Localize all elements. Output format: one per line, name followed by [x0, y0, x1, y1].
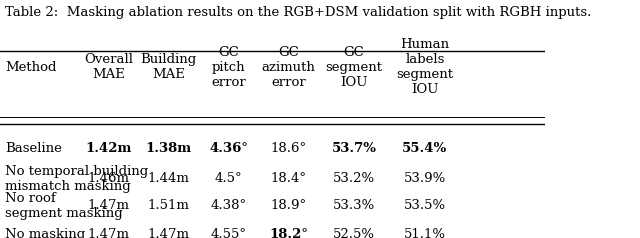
Text: GC
azimuth
error: GC azimuth error: [262, 46, 316, 89]
Text: Overall
MAE: Overall MAE: [84, 54, 133, 81]
Text: Human
labels
segment
IOU: Human labels segment IOU: [396, 39, 453, 96]
Text: 1.51m: 1.51m: [148, 199, 190, 213]
Text: No roof
segment masking: No roof segment masking: [6, 192, 123, 220]
Text: 18.9°: 18.9°: [271, 199, 307, 213]
Text: Baseline: Baseline: [6, 142, 62, 155]
Text: 1.44m: 1.44m: [148, 172, 190, 185]
Text: GC
segment
IOU: GC segment IOU: [326, 46, 383, 89]
Text: 18.6°: 18.6°: [271, 142, 307, 155]
Text: 1.38m: 1.38m: [146, 142, 192, 155]
Text: 53.3%: 53.3%: [333, 199, 375, 213]
Text: 53.5%: 53.5%: [404, 199, 446, 213]
Text: 52.5%: 52.5%: [333, 228, 375, 238]
Text: 4.38°: 4.38°: [211, 199, 247, 213]
Text: Building
MAE: Building MAE: [141, 54, 197, 81]
Text: 53.9%: 53.9%: [404, 172, 446, 185]
Text: 53.2%: 53.2%: [333, 172, 375, 185]
Text: 1.47m: 1.47m: [148, 228, 190, 238]
Text: 1.47m: 1.47m: [88, 228, 130, 238]
Text: No temporal building
mismatch masking: No temporal building mismatch masking: [6, 165, 148, 193]
Text: No masking: No masking: [6, 228, 86, 238]
Text: 51.1%: 51.1%: [404, 228, 446, 238]
Text: GC
pitch
error: GC pitch error: [211, 46, 246, 89]
Text: 4.36°: 4.36°: [209, 142, 248, 155]
Text: 4.5°: 4.5°: [215, 172, 243, 185]
Text: 1.46m: 1.46m: [88, 172, 130, 185]
Text: 53.7%: 53.7%: [332, 142, 376, 155]
Text: 4.55°: 4.55°: [211, 228, 247, 238]
Text: Table 2:  Masking ablation results on the RGB+DSM validation split with RGBH inp: Table 2: Masking ablation results on the…: [6, 6, 592, 20]
Text: 18.2°: 18.2°: [269, 228, 308, 238]
Text: 18.4°: 18.4°: [271, 172, 307, 185]
Text: 1.42m: 1.42m: [86, 142, 132, 155]
Text: Method: Method: [6, 61, 57, 74]
Text: 1.47m: 1.47m: [88, 199, 130, 213]
Text: 55.4%: 55.4%: [402, 142, 447, 155]
